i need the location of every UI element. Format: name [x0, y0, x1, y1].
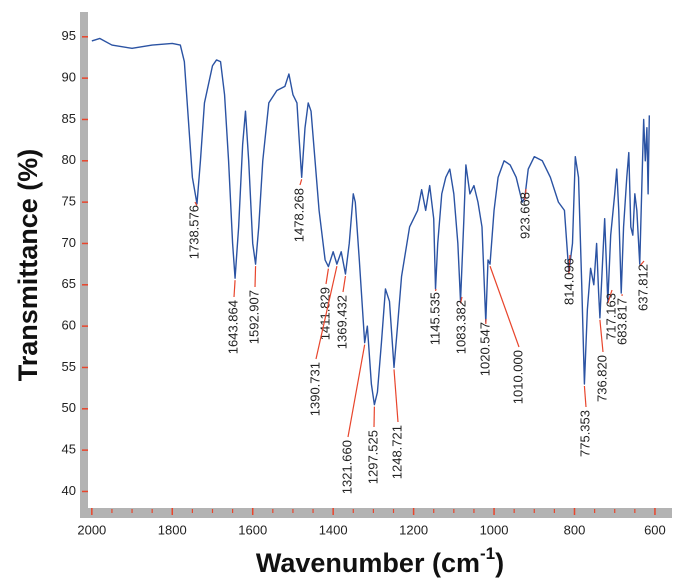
- peak-leader: [489, 265, 520, 348]
- peak-label: 814.096: [561, 258, 576, 305]
- peak-leader: [393, 369, 399, 423]
- y-axis-bar: [80, 12, 88, 518]
- peak-label: 1020.547: [477, 322, 492, 376]
- peak-label: 736.820: [594, 355, 609, 402]
- peak-leader: [299, 179, 303, 186]
- y-tick-label: 50: [62, 400, 76, 415]
- peak-label: 1321.660: [339, 440, 354, 494]
- peak-leader: [599, 319, 604, 353]
- peak-label: 1010.000: [510, 350, 525, 404]
- y-axis-title: Transmittance (%): [13, 149, 43, 382]
- x-axis-title: Wavenumber (cm-1): [256, 544, 504, 578]
- peak-label: 1643.864: [225, 300, 240, 354]
- peak-label: 637.812: [635, 264, 650, 311]
- peak-leader: [194, 201, 198, 207]
- y-tick-label: 70: [62, 235, 76, 250]
- peak-leader: [568, 254, 571, 275]
- y-tick-label: 40: [62, 483, 76, 498]
- peak-leader: [342, 275, 347, 293]
- y-tick-label: 80: [62, 152, 76, 167]
- y-tick-label: 75: [62, 194, 76, 209]
- peak-label: 1390.731: [307, 362, 322, 416]
- x-tick-label: 1800: [158, 522, 187, 537]
- peak-leader: [583, 385, 587, 408]
- x-tick-label: 1000: [480, 522, 509, 537]
- x-tick-label: 600: [644, 522, 666, 537]
- x-tick-label: 2000: [77, 522, 106, 537]
- peak-leader: [607, 289, 613, 304]
- x-axis-bar: [80, 508, 672, 518]
- peak-label: 1297.525: [365, 430, 380, 484]
- peak-label: 1478.268: [291, 188, 306, 242]
- peak-label: 1592.907: [246, 290, 261, 344]
- y-tick-label: 65: [62, 276, 76, 291]
- peak-label: 1248.721: [389, 425, 404, 479]
- x-axis-title-close: ): [495, 548, 504, 578]
- peak-label: 1738.576: [186, 205, 201, 259]
- peak-leader: [233, 280, 236, 298]
- y-tick-label: 55: [62, 359, 76, 374]
- peak-label: 683.817: [614, 298, 629, 345]
- peak-leader: [459, 296, 463, 304]
- peak-label: 1083.382: [453, 300, 468, 354]
- spectrum-line: [91, 37, 651, 406]
- x-tick-label: 800: [564, 522, 586, 537]
- y-tick-label: 45: [62, 442, 76, 457]
- y-tick-label: 95: [62, 28, 76, 43]
- peak-label: 923.668: [517, 192, 532, 239]
- peak-label: 1369.432: [334, 295, 349, 349]
- y-tick-label: 85: [62, 111, 76, 126]
- peak-leader: [254, 266, 257, 288]
- peak-leader: [347, 344, 366, 438]
- peak-leader: [639, 260, 645, 267]
- y-tick-label: 60: [62, 318, 76, 333]
- x-axis-title-text: Wavenumber (cm: [256, 548, 480, 578]
- x-tick-label: 1200: [399, 522, 428, 537]
- x-tick-label: 1600: [238, 522, 267, 537]
- x-tick-label: 1400: [319, 522, 348, 537]
- peak-leader: [315, 266, 338, 360]
- y-tick-label: 90: [62, 70, 76, 85]
- peak-label: 1145.535: [427, 292, 442, 345]
- peak-label: 775.353: [577, 410, 592, 457]
- peak-leader: [524, 188, 527, 201]
- peak-leader: [325, 268, 329, 285]
- x-axis-title-sup: -1: [480, 544, 495, 563]
- peak-label: 717.163: [603, 293, 618, 340]
